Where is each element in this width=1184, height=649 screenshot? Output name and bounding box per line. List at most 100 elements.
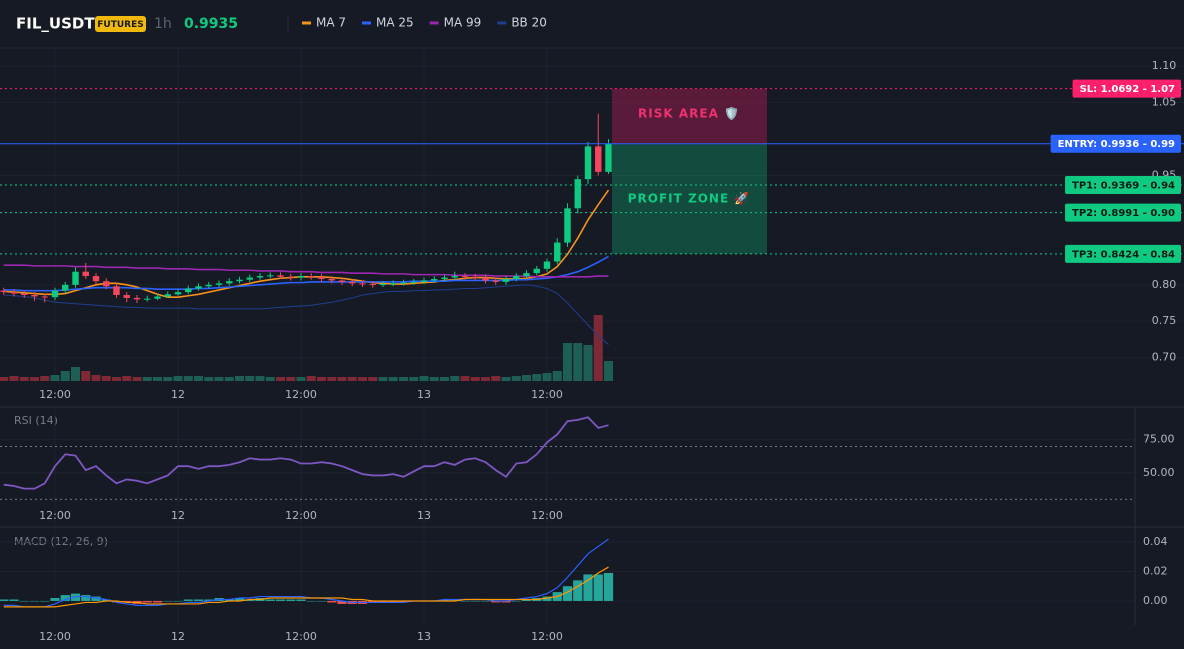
volume-bar — [388, 377, 398, 381]
candle-body — [523, 273, 530, 277]
candle-body — [349, 281, 356, 284]
badge: FUTURES — [97, 20, 143, 30]
candle-body — [103, 281, 110, 287]
volume-bar — [604, 361, 613, 381]
candle-body — [369, 284, 376, 286]
volume-bar — [593, 315, 603, 381]
y-tick-label: 50.00 — [1143, 466, 1175, 479]
candle-body — [256, 276, 264, 278]
volume-bar — [573, 343, 583, 381]
candle-body — [31, 295, 38, 297]
histogram-bar — [480, 600, 491, 602]
volume-bar — [347, 377, 357, 381]
candle-body — [0, 290, 7, 293]
x-tick-label: 12:00 — [39, 509, 71, 522]
volume-bar — [532, 374, 542, 381]
volume-bar — [399, 377, 408, 381]
histogram-bar — [296, 599, 306, 601]
y-tick-label: 0.75 — [1152, 314, 1177, 327]
candle-body — [554, 242, 561, 262]
histogram-bar — [275, 599, 286, 601]
volume-bar — [470, 377, 480, 381]
candle-body — [123, 295, 130, 298]
volume-bar — [30, 377, 39, 381]
volume-bar — [0, 377, 9, 381]
candle-body — [185, 288, 192, 293]
histogram-bar — [122, 600, 132, 603]
volume-bar — [460, 376, 470, 381]
legend-label: MA 99 — [444, 16, 482, 30]
volume-bar — [101, 376, 111, 381]
x-tick-label: 12 — [171, 388, 185, 401]
histogram-bar — [163, 600, 173, 602]
candle-body — [431, 278, 438, 281]
macd-line — [3, 538, 609, 608]
candle-body — [246, 277, 253, 280]
histogram-bar — [573, 580, 583, 601]
histogram-bar — [40, 600, 50, 602]
histogram-bar — [9, 599, 19, 601]
volume-bar — [522, 375, 531, 381]
candle-body — [451, 276, 458, 278]
candle-body — [492, 280, 499, 282]
histogram-bar — [142, 600, 152, 603]
volume-bar — [194, 376, 203, 381]
candle-body — [277, 275, 284, 277]
candle-body — [297, 276, 305, 278]
badge-bg — [95, 16, 146, 32]
x-tick-label: 12:00 — [39, 630, 71, 643]
volume-bar — [276, 377, 285, 381]
histogram-bar — [91, 596, 101, 601]
candle-body — [226, 281, 233, 284]
histogram-bar — [183, 599, 193, 601]
rsi-line — [3, 416, 609, 490]
volume-bar — [9, 376, 19, 381]
histogram-bar — [562, 586, 573, 601]
level-label-bg — [1065, 203, 1181, 222]
histogram-bar — [603, 572, 614, 601]
candle-body — [236, 279, 243, 282]
histogram-bar — [542, 596, 552, 601]
histogram-bar — [81, 595, 91, 601]
histogram-bar — [439, 599, 450, 601]
volume-bar — [153, 377, 162, 381]
histogram-bar — [286, 599, 296, 601]
histogram-bar — [152, 600, 163, 603]
volume-bar — [19, 377, 29, 381]
histogram-bar — [50, 598, 60, 601]
zone-label: RISK AREA 🛡️ — [638, 107, 740, 121]
level-label: TP1: 0.9369 - 0.94 — [1072, 181, 1175, 192]
pane-title: RSI (14) — [14, 414, 58, 427]
candle-body — [338, 280, 346, 282]
candle-body — [144, 298, 151, 300]
volume-bar — [91, 375, 101, 381]
volume-bar — [378, 377, 388, 381]
candle-body — [51, 290, 59, 298]
volume-bar — [563, 343, 572, 381]
indicator-line — [3, 264, 609, 278]
interval: 1h — [154, 16, 172, 32]
histogram-bar — [0, 599, 9, 601]
y-tick-label: 1.10 — [1152, 59, 1177, 72]
histogram-bar — [368, 600, 378, 603]
x-tick-label: 12 — [171, 509, 185, 522]
histogram-bar — [245, 599, 255, 601]
volume-bar — [552, 371, 562, 381]
last-price: 0.9935 — [184, 16, 238, 32]
volume-bar — [409, 377, 419, 381]
histogram-bar — [173, 600, 183, 602]
candle-body — [482, 277, 489, 281]
candle-body — [10, 292, 18, 294]
candle-body — [21, 293, 28, 296]
candle-body — [400, 282, 407, 284]
candle-body — [574, 179, 581, 209]
volume-bar — [419, 376, 429, 381]
histogram-bar — [460, 600, 470, 602]
histogram-bar — [193, 599, 204, 601]
macd-line — [3, 566, 609, 608]
candle-body — [287, 276, 294, 278]
volume-bar — [296, 377, 306, 381]
zone — [612, 143, 767, 254]
volume-bar — [204, 377, 214, 381]
